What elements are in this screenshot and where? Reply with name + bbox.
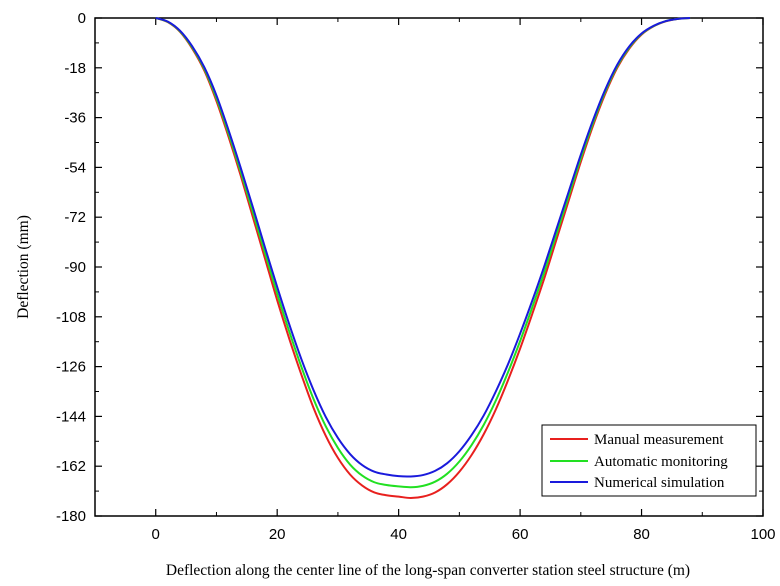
series-line-numerical-simulation <box>155 17 691 478</box>
y-tick-label: -144 <box>56 408 86 425</box>
legend-label-numerical: Numerical simulation <box>594 475 725 491</box>
y-tick-label: -162 <box>56 458 86 475</box>
y-tick-label: -36 <box>64 110 86 127</box>
y-tick-label: -18 <box>64 60 86 77</box>
y-tick-label: -126 <box>56 359 86 376</box>
y-axis: 0 -18 -36 -54 -72 -90 -108 -126 -144 -162 -180 <box>56 10 763 525</box>
x-tick-label: 60 <box>512 526 529 543</box>
y-tick-label: 0 <box>78 10 86 27</box>
legend-label-automatic: Automatic monitoring <box>594 454 728 470</box>
y-tick-label: -54 <box>64 159 86 176</box>
y-tick-label: -72 <box>64 209 86 226</box>
series-layer <box>155 17 691 500</box>
x-tick-label: 100 <box>750 526 775 543</box>
legend-label-manual: Manual measurement <box>594 432 724 448</box>
series-line-automatic-monitoring <box>155 17 691 489</box>
x-axis: 0 20 40 60 80 100 <box>94 18 776 543</box>
y-tick-label: -90 <box>64 259 86 276</box>
y-axis-title: Deflection (mm) <box>15 215 32 319</box>
x-axis-title: Deflection along the center line of the … <box>166 562 690 579</box>
x-tick-label: 40 <box>390 526 407 543</box>
x-tick-label: 0 <box>152 526 160 543</box>
y-tick-label: -180 <box>56 508 86 525</box>
y-tick-label: -108 <box>56 309 86 326</box>
x-tick-label: 20 <box>269 526 286 543</box>
x-tick-label: 80 <box>633 526 650 543</box>
legend: Manual measurement Automatic monitoring … <box>541 424 757 497</box>
